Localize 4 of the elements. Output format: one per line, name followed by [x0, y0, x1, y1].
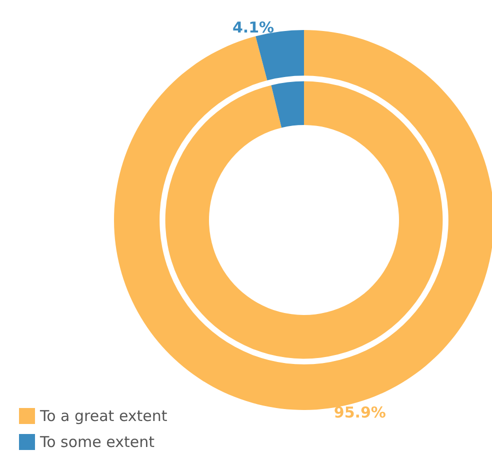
legend-label: To some extent	[39, 433, 155, 451]
data-label: 95.9%	[334, 403, 386, 422]
legend-label: To a great extent	[39, 407, 168, 425]
data-label: 4.1%	[232, 18, 274, 37]
